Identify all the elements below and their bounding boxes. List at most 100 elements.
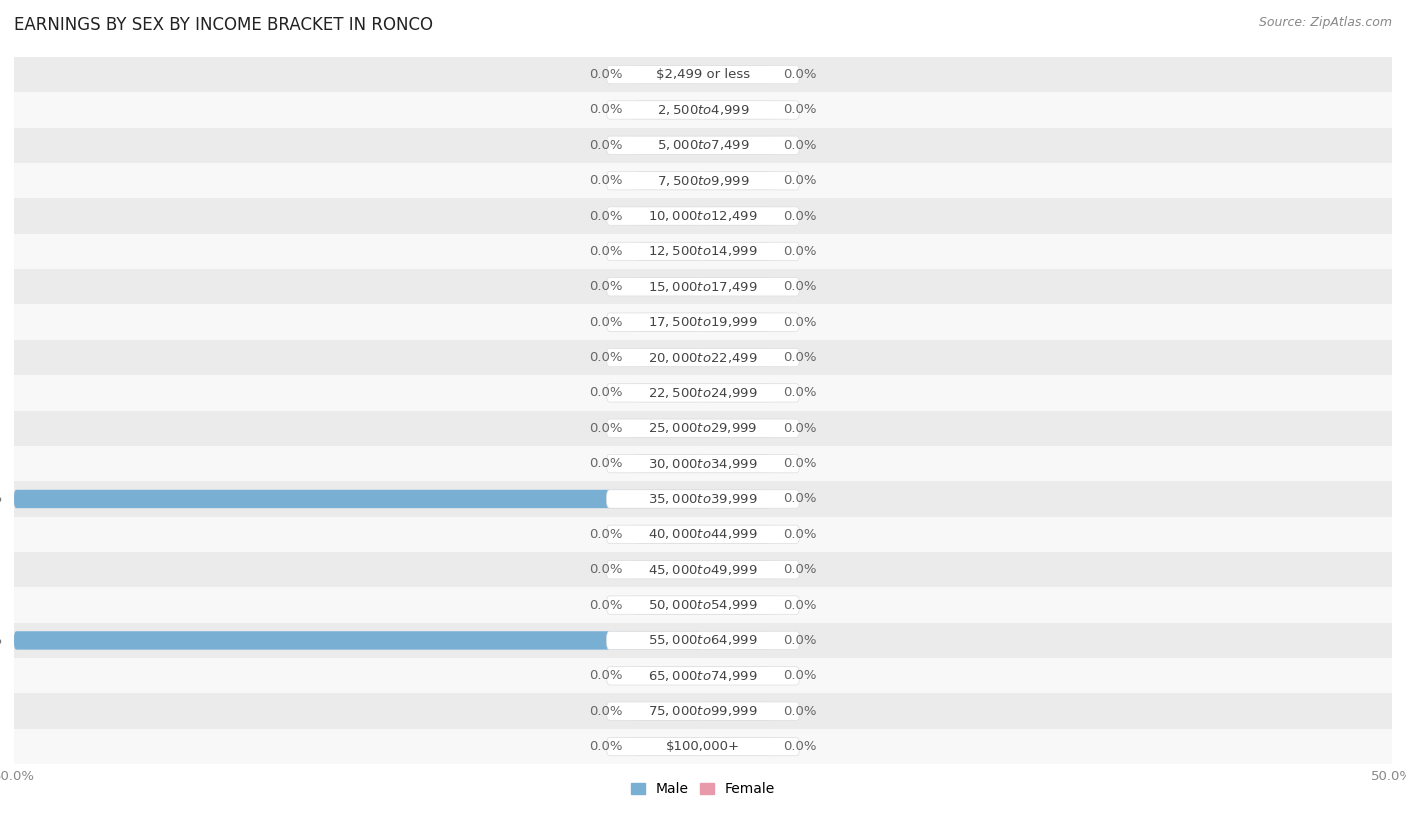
Text: $20,000 to $22,499: $20,000 to $22,499 (648, 350, 758, 364)
Text: 0.0%: 0.0% (589, 563, 623, 576)
Bar (14, 57, 1392, 92)
Bar (14, 375, 1392, 411)
Text: 0.0%: 0.0% (783, 351, 817, 364)
Text: $22,500 to $24,999: $22,500 to $24,999 (648, 386, 758, 400)
Text: 0.0%: 0.0% (589, 705, 623, 718)
Bar (14, 587, 1392, 623)
FancyBboxPatch shape (606, 489, 800, 508)
Bar (14, 269, 1392, 304)
Text: 0.0%: 0.0% (589, 351, 623, 364)
FancyBboxPatch shape (606, 348, 800, 367)
FancyBboxPatch shape (606, 454, 800, 473)
Text: 0.0%: 0.0% (783, 493, 817, 506)
FancyBboxPatch shape (634, 277, 703, 296)
FancyBboxPatch shape (703, 65, 772, 84)
FancyBboxPatch shape (703, 136, 772, 154)
Text: 0.0%: 0.0% (783, 386, 817, 399)
Text: 0.0%: 0.0% (783, 245, 817, 258)
FancyBboxPatch shape (703, 242, 772, 261)
Bar (14, 552, 1392, 587)
Text: $2,499 or less: $2,499 or less (657, 68, 749, 81)
FancyBboxPatch shape (634, 419, 703, 437)
FancyBboxPatch shape (634, 65, 703, 84)
Text: $55,000 to $64,999: $55,000 to $64,999 (648, 633, 758, 647)
Text: $5,000 to $7,499: $5,000 to $7,499 (657, 138, 749, 152)
Text: $50,000 to $54,999: $50,000 to $54,999 (648, 598, 758, 612)
Text: 0.0%: 0.0% (783, 740, 817, 753)
FancyBboxPatch shape (606, 667, 800, 685)
Text: 0.0%: 0.0% (783, 210, 817, 223)
FancyBboxPatch shape (703, 489, 772, 508)
FancyBboxPatch shape (703, 737, 772, 756)
FancyBboxPatch shape (634, 313, 703, 332)
Text: 0.0%: 0.0% (783, 103, 817, 116)
Text: $15,000 to $17,499: $15,000 to $17,499 (648, 280, 758, 293)
FancyBboxPatch shape (703, 384, 772, 402)
Text: $75,000 to $99,999: $75,000 to $99,999 (648, 704, 758, 718)
Text: 0.0%: 0.0% (589, 280, 623, 293)
Text: 0.0%: 0.0% (589, 245, 623, 258)
Text: 0.0%: 0.0% (783, 669, 817, 682)
Text: 0.0%: 0.0% (589, 68, 623, 81)
FancyBboxPatch shape (703, 454, 772, 473)
FancyBboxPatch shape (634, 384, 703, 402)
Text: $10,000 to $12,499: $10,000 to $12,499 (648, 209, 758, 223)
FancyBboxPatch shape (606, 560, 800, 579)
Text: $7,500 to $9,999: $7,500 to $9,999 (657, 174, 749, 188)
FancyBboxPatch shape (606, 207, 800, 225)
Text: $100,000+: $100,000+ (666, 740, 740, 753)
FancyBboxPatch shape (606, 419, 800, 437)
FancyBboxPatch shape (703, 596, 772, 615)
Text: 0.0%: 0.0% (589, 457, 623, 470)
Bar (14, 340, 1392, 375)
FancyBboxPatch shape (606, 702, 800, 720)
Text: 0.0%: 0.0% (589, 528, 623, 541)
FancyBboxPatch shape (703, 525, 772, 544)
FancyBboxPatch shape (634, 172, 703, 190)
Text: Source: ZipAtlas.com: Source: ZipAtlas.com (1258, 16, 1392, 29)
FancyBboxPatch shape (703, 313, 772, 332)
FancyBboxPatch shape (606, 737, 800, 756)
FancyBboxPatch shape (14, 631, 703, 650)
FancyBboxPatch shape (634, 207, 703, 225)
Text: 0.0%: 0.0% (783, 528, 817, 541)
Text: 0.0%: 0.0% (783, 315, 817, 328)
Text: $12,500 to $14,999: $12,500 to $14,999 (648, 245, 758, 259)
FancyBboxPatch shape (606, 172, 800, 190)
Bar (14, 304, 1392, 340)
FancyBboxPatch shape (703, 101, 772, 120)
Text: 0.0%: 0.0% (783, 174, 817, 187)
Text: 0.0%: 0.0% (589, 669, 623, 682)
FancyBboxPatch shape (703, 419, 772, 437)
FancyBboxPatch shape (606, 313, 800, 332)
Text: $25,000 to $29,999: $25,000 to $29,999 (648, 421, 758, 435)
Bar (14, 128, 1392, 163)
Text: 0.0%: 0.0% (783, 422, 817, 435)
FancyBboxPatch shape (606, 242, 800, 261)
FancyBboxPatch shape (14, 489, 703, 508)
Text: 0.0%: 0.0% (783, 563, 817, 576)
Text: 0.0%: 0.0% (589, 386, 623, 399)
Text: 0.0%: 0.0% (589, 210, 623, 223)
Text: 0.0%: 0.0% (589, 422, 623, 435)
FancyBboxPatch shape (634, 454, 703, 473)
FancyBboxPatch shape (634, 667, 703, 685)
Text: 0.0%: 0.0% (783, 457, 817, 470)
Bar (14, 623, 1392, 658)
Text: 0.0%: 0.0% (783, 280, 817, 293)
Text: 0.0%: 0.0% (783, 598, 817, 611)
FancyBboxPatch shape (634, 737, 703, 756)
Bar (14, 659, 1392, 693)
Text: $45,000 to $49,999: $45,000 to $49,999 (648, 563, 758, 576)
Bar (14, 233, 1392, 269)
FancyBboxPatch shape (606, 136, 800, 154)
Text: $35,000 to $39,999: $35,000 to $39,999 (648, 492, 758, 506)
FancyBboxPatch shape (634, 525, 703, 544)
Bar (14, 517, 1392, 552)
FancyBboxPatch shape (634, 702, 703, 720)
FancyBboxPatch shape (703, 348, 772, 367)
Text: $65,000 to $74,999: $65,000 to $74,999 (648, 669, 758, 683)
Text: $17,500 to $19,999: $17,500 to $19,999 (648, 315, 758, 329)
Text: 0.0%: 0.0% (783, 634, 817, 647)
Bar (14, 693, 1392, 729)
